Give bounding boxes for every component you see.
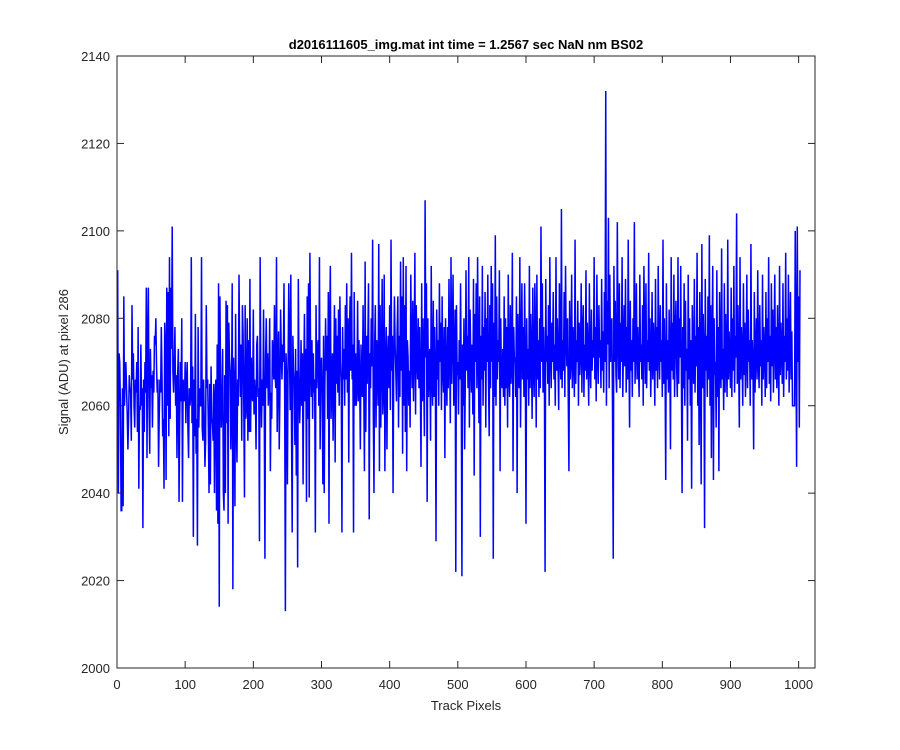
x-tick-label: 400: [379, 677, 401, 692]
x-axis-label: Track Pixels: [431, 698, 502, 713]
x-tick-label: 900: [720, 677, 742, 692]
series-line: [117, 90, 801, 612]
y-tick-label: 2100: [81, 224, 110, 239]
chart-title: d2016111605_img.mat int time = 1.2567 se…: [289, 37, 643, 52]
y-tick-label: 2060: [81, 399, 110, 414]
x-tick-label: 300: [311, 677, 333, 692]
x-tick-label: 0: [113, 677, 120, 692]
x-tick-label: 500: [447, 677, 469, 692]
y-tick-label: 2000: [81, 661, 110, 676]
y-tick-label: 2040: [81, 486, 110, 501]
y-tick-label: 2140: [81, 49, 110, 64]
y-axis-ticks: 2000 2020 2040 2060 2080 2100 2120 2140: [81, 49, 815, 676]
axes-box: [116, 55, 816, 669]
x-axis-ticks: 0 100 200 300 400 500 600 700 800 900 1000: [113, 56, 813, 692]
x-tick-label: 700: [583, 677, 605, 692]
x-tick-label: 100: [174, 677, 196, 692]
x-tick-label: 200: [242, 677, 264, 692]
y-tick-label: 2120: [81, 136, 110, 151]
y-axis-label: Signal (ADU) at pixel 286: [56, 289, 71, 435]
y-tick-label: 2020: [81, 574, 110, 589]
x-tick-label: 1000: [784, 677, 813, 692]
plot-clip-group: [117, 90, 801, 612]
x-tick-label: 600: [515, 677, 537, 692]
y-tick-label: 2080: [81, 311, 110, 326]
x-tick-label: 800: [651, 677, 673, 692]
